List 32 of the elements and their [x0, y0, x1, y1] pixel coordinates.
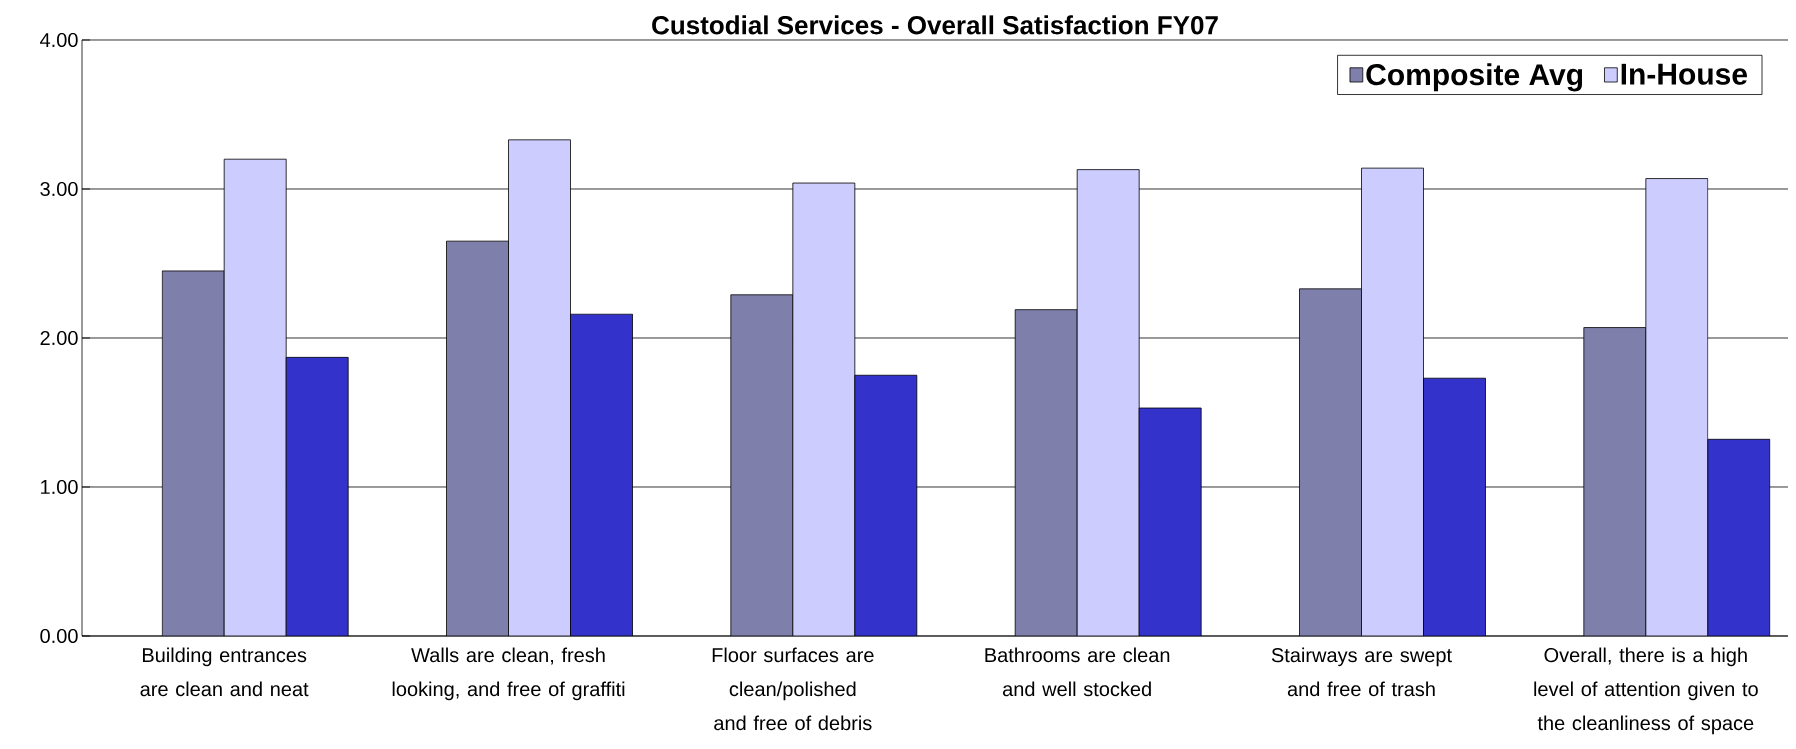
- x-tick-label: Floor surfaces are clean/polished and free of debris: [712, 647, 874, 731]
- bar: [854, 374, 918, 636]
- y-tick-label: 3.00: [40, 181, 78, 197]
- bar: [570, 313, 633, 636]
- bar: [223, 158, 287, 636]
- x-tick-label: Stairways are swept and free of trash: [1271, 647, 1452, 697]
- bar: [1299, 288, 1362, 636]
- y-tick-label: 4.00: [40, 32, 78, 48]
- x-tick-label: Bathrooms are clean and well stocked: [985, 647, 1170, 697]
- bar: [1014, 309, 1078, 636]
- y-tick-label: 0.00: [40, 628, 78, 644]
- legend-label: In-House: [1621, 63, 1747, 85]
- bar: [285, 356, 349, 636]
- bar: [792, 182, 856, 636]
- bar: [1076, 169, 1140, 636]
- bar: [1423, 377, 1486, 636]
- bar: [161, 270, 225, 636]
- bar: [1583, 327, 1647, 636]
- y-tick-label: 1.00: [41, 479, 78, 495]
- bar: [1138, 407, 1202, 636]
- x-tick-label: Walls are clean, fresh looking, and free of graffiti: [392, 647, 625, 701]
- bar: [446, 240, 509, 636]
- bar: [1361, 167, 1424, 636]
- x-tick-label: Overall, there is a high level of attention given to the cleanliness of space: [1534, 647, 1758, 735]
- bar: [508, 139, 571, 636]
- legend-label: Composite Avg: [1366, 63, 1583, 92]
- bar: [1645, 178, 1709, 636]
- chart-title: Custodial Services - Overall Satisfaction FY07: [652, 15, 1218, 35]
- bar: [730, 294, 794, 636]
- y-tick-label: 2.00: [40, 330, 78, 346]
- x-tick-label: Building entrances are clean and neat: [140, 647, 309, 697]
- bar: [1707, 438, 1771, 636]
